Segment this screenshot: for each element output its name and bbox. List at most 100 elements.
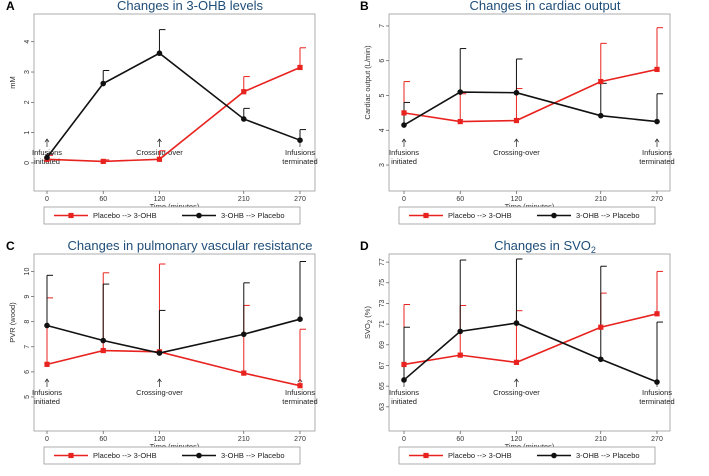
y-axis-label-suffix: (%) [363, 306, 372, 320]
title-text: Changes in 3-OHB levels [117, 0, 263, 13]
data-point [100, 80, 107, 87]
y-tick-label: 3 [379, 163, 386, 167]
panel-b: 3 4 5 6 7 0 60 120 210 270 Time (minutes) Cardiac o… [363, 13, 675, 225]
x-tick-label: 270 [651, 196, 663, 203]
y-axis-label-subscript: 2 [368, 319, 374, 323]
legend-marker [551, 212, 557, 219]
annotation-arrowhead [157, 138, 162, 143]
data-point [457, 352, 463, 358]
annotation-text: Infusions [642, 148, 672, 157]
legend-box [398, 206, 656, 225]
data-point [598, 324, 604, 330]
data-point [297, 64, 303, 71]
x-tick-label: 0 [402, 436, 406, 443]
y-tick-label: 69 [379, 341, 386, 349]
legend-box [43, 206, 301, 225]
y-tick-label: 5 [379, 93, 386, 97]
plot-frame [33, 13, 316, 192]
data-point [44, 322, 50, 329]
legend-entry: Placebo --> 3-OHB [448, 211, 512, 220]
data-point [597, 356, 604, 363]
panel-d: 63 65 67 69 71 73 75 77 0 60 120 210 270 Time (minute… [363, 253, 675, 465]
legend-marker [68, 212, 74, 219]
panel-c: 5 6 7 8 9 10 0 60 120 210 270 Time (minutes) PVR (wo… [8, 253, 318, 465]
x-axis-label: Time (minutes) [505, 202, 555, 211]
data-point [44, 154, 50, 161]
y-tick-label: 4 [24, 40, 31, 44]
legend-box [43, 446, 301, 465]
y-tick-label: 6 [24, 370, 31, 374]
x-tick-label: 120 [154, 196, 166, 203]
y-axis-label: SVO2 (%) [363, 306, 374, 339]
panel-a: 0 1 2 3 4 0 60 120 210 270 Time (minutes) mM Infusio… [8, 13, 318, 225]
data-point [457, 89, 464, 95]
y-tick-label: 9 [24, 295, 31, 299]
data-point [297, 316, 303, 322]
data-point [297, 137, 303, 143]
y-axis-label-text: PVR (wood) [8, 302, 17, 343]
data-point [100, 158, 106, 164]
data-point [401, 361, 407, 368]
panel-title: Changes in SVO2 [494, 238, 596, 255]
x-axis-label: Time (minutes) [150, 202, 200, 211]
data-point [457, 118, 463, 125]
x-tick-label: 210 [595, 436, 607, 443]
legend-box [398, 446, 656, 465]
y-axis-label: Cardiac output (L/min) [363, 45, 372, 120]
data-point [654, 118, 660, 125]
x-tick-label: 0 [402, 196, 406, 203]
data-point [457, 328, 464, 335]
y-tick-label: 4 [379, 128, 386, 132]
y-tick-label: 7 [24, 345, 31, 349]
annotation-text: Infusions [389, 388, 419, 397]
data-point [598, 78, 604, 85]
series-line [403, 91, 658, 126]
legend-marker [551, 452, 557, 459]
legend-marker [423, 212, 429, 219]
annotation-text: Infusions [642, 388, 672, 397]
plot-frame [388, 13, 671, 192]
title-text: Changes in cardiac output [469, 0, 620, 13]
y-tick-label: 6 [379, 59, 386, 63]
panel-title: Changes in cardiac output [469, 0, 620, 13]
x-tick-label: 60 [99, 196, 107, 203]
y-axis-label-text: Cardiac output (L/min) [363, 45, 372, 120]
data-point [654, 379, 660, 385]
data-point [401, 377, 407, 383]
x-tick-label: 60 [456, 196, 464, 203]
x-tick-label: 120 [511, 436, 523, 443]
data-point [513, 89, 520, 96]
legend-entry: Placebo --> 3-OHB [93, 451, 157, 460]
annotation-arrowhead [514, 378, 519, 383]
x-tick-label: 120 [511, 196, 523, 203]
x-tick-label: 210 [238, 196, 250, 203]
data-point [297, 383, 303, 389]
series-line [403, 322, 658, 383]
y-tick-label: 1 [24, 131, 31, 135]
plot-frame [33, 253, 316, 432]
annotation-text: Infusions [285, 388, 315, 397]
data-point [44, 361, 50, 367]
data-point [513, 117, 520, 124]
legend-marker [196, 452, 202, 459]
y-axis-label: mM [8, 76, 17, 89]
panel-letter: B [360, 0, 369, 13]
data-point [401, 122, 407, 128]
legend-entry: 3-OHB --> Placebo [221, 451, 285, 460]
y-tick-label: 7 [379, 24, 386, 28]
annotation-arrowhead [44, 378, 50, 383]
annotation-arrowhead [401, 138, 407, 143]
y-tick-label: 0 [24, 161, 31, 165]
y-tick-label: 75 [379, 279, 386, 287]
y-tick-label: 77 [379, 258, 386, 266]
data-point [241, 89, 247, 95]
data-point [156, 50, 163, 57]
x-tick-label: 60 [456, 436, 464, 443]
x-tick-label: 270 [294, 196, 306, 203]
legend-entry: 3-OHB --> Placebo [221, 211, 285, 220]
annotation-text: Infusions [389, 148, 419, 157]
annotation-arrowhead [514, 138, 519, 143]
x-tick-label: 60 [99, 436, 107, 443]
y-tick-label: 3 [24, 70, 31, 74]
panel-letter: A [6, 0, 15, 13]
